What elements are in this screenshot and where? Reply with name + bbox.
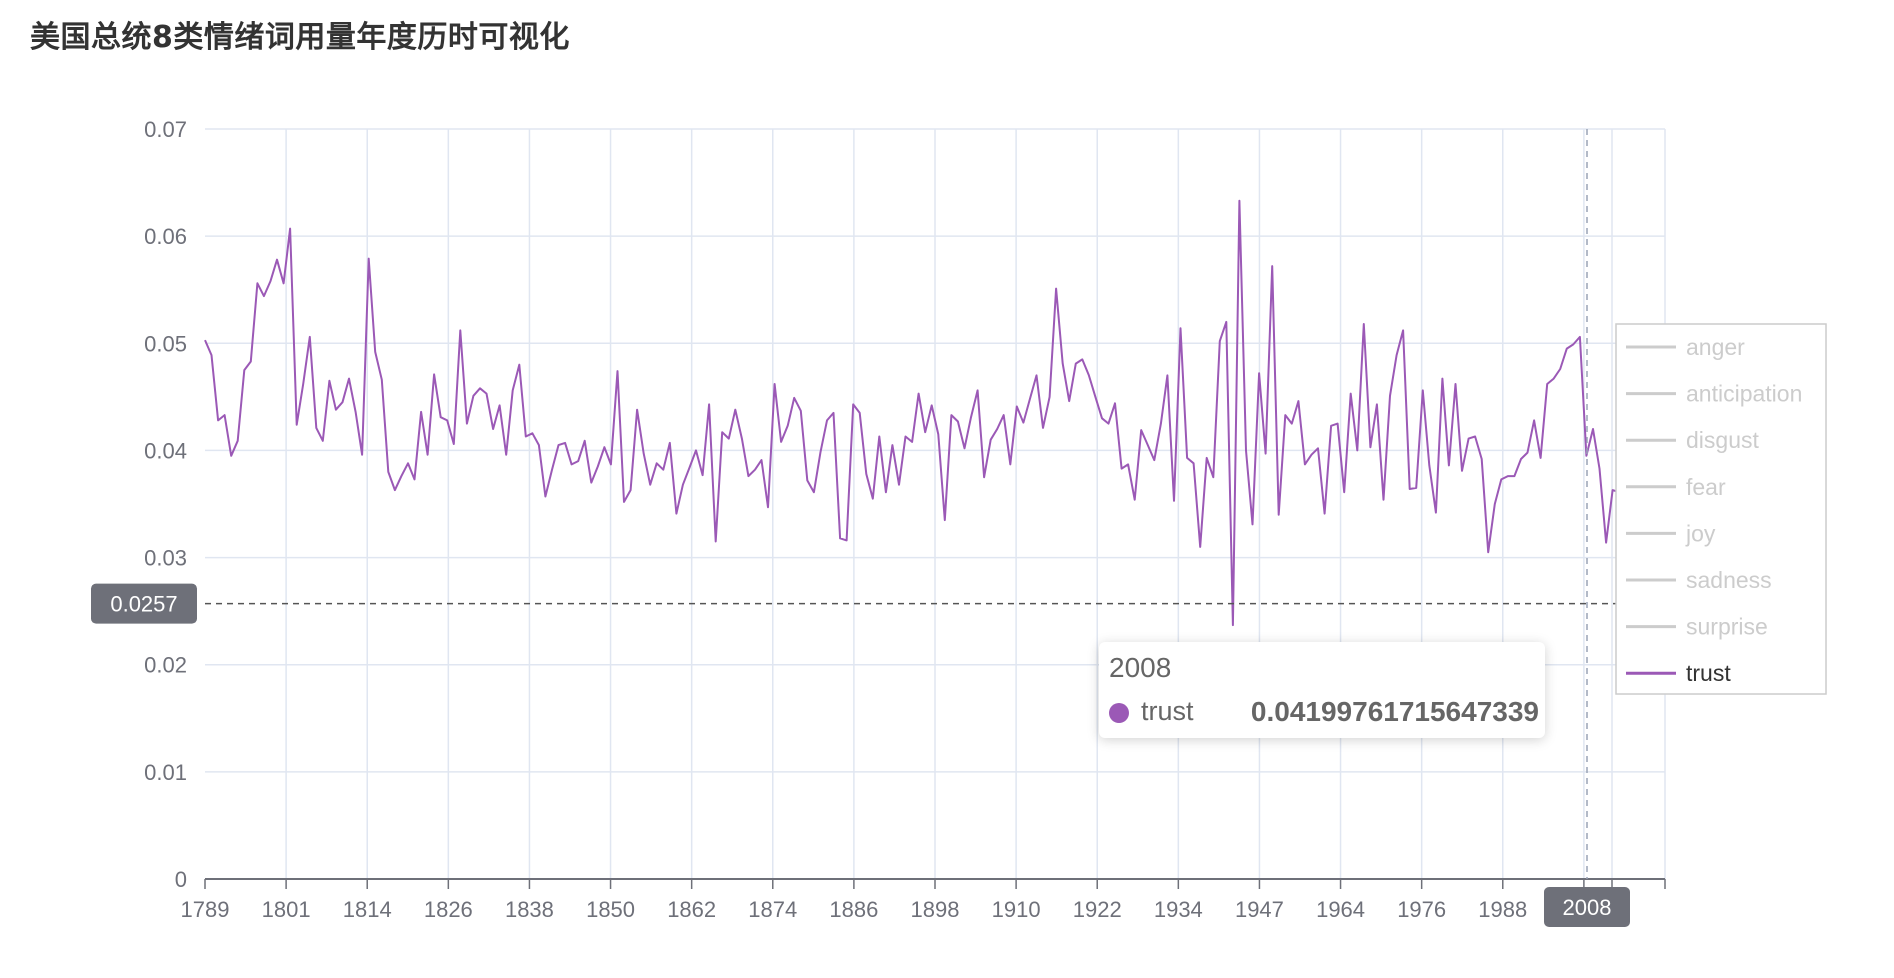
chart-title: 美国总统8类情绪词用量年度历时可视化: [30, 20, 570, 55]
x-tick-label: 1898: [911, 897, 960, 922]
legend-item-joy[interactable]: joy: [1626, 520, 1716, 546]
y-tick-label: 0.05: [144, 331, 187, 356]
x-tick-label: 1850: [586, 897, 635, 922]
y-tick-label: 0.02: [144, 653, 187, 678]
x-tick-label: 1964: [1316, 897, 1365, 922]
legend-label: surprise: [1686, 614, 1768, 640]
tooltip-series-name: trust: [1141, 696, 1194, 726]
series-layer[interactable]: [204, 199, 1666, 627]
x-pointer-label: 2008: [1563, 895, 1612, 920]
y-tick-label: 0: [175, 867, 187, 892]
legend-label: anger: [1686, 334, 1745, 360]
y-tick-label: 0.04: [144, 438, 187, 463]
y-tick-label: 0.06: [144, 224, 187, 249]
series-color-dot: [1109, 703, 1129, 723]
y-tick-label: 0.07: [144, 117, 187, 142]
x-tick-label: 1801: [262, 897, 311, 922]
legend-item-anticipation[interactable]: anticipation: [1626, 381, 1802, 407]
legend-item-sadness[interactable]: sadness: [1626, 567, 1772, 593]
x-tick-label: 1886: [829, 897, 878, 922]
x-tick-label: 1838: [505, 897, 554, 922]
x-tick-label: 1874: [748, 897, 797, 922]
x-tick-label: 1910: [992, 897, 1041, 922]
axis-pointer: 0.0257 2008: [91, 129, 1665, 927]
legend-box: [1615, 323, 1827, 695]
tooltip-title: 2008: [1109, 652, 1172, 683]
x-tick-label: 1988: [1478, 897, 1527, 922]
x-tick-label: 1789: [181, 897, 230, 922]
x-tick-label: 1826: [424, 897, 473, 922]
x-tick-label: 1934: [1154, 897, 1203, 922]
legend-label: disgust: [1686, 427, 1759, 453]
y-tick-label: 0.03: [144, 546, 187, 571]
legend-item-fear[interactable]: fear: [1626, 474, 1726, 500]
x-tick-label: 1922: [1073, 897, 1122, 922]
legend-item-anger[interactable]: anger: [1626, 334, 1745, 360]
x-tick-label: 1976: [1397, 897, 1446, 922]
legend-label: anticipation: [1686, 381, 1802, 407]
tooltip: 2008 trust 0.04199761715647339: [1099, 642, 1545, 738]
legend-label: joy: [1685, 520, 1716, 546]
legend-label: trust: [1686, 660, 1731, 686]
y-pointer-label: 0.0257: [110, 592, 177, 617]
tooltip-row: trust 0.04199761715647339: [1109, 694, 1539, 730]
x-pointer-label-bg: [1544, 887, 1630, 927]
legend-label: fear: [1686, 474, 1726, 500]
legend[interactable]: anger anticipation disgust fear joy sadness su…: [1615, 323, 1827, 695]
x-tick-label: 1862: [667, 897, 716, 922]
series-line-trust[interactable]: [204, 199, 1666, 627]
legend-label: sadness: [1686, 567, 1772, 593]
y-tick-label: 0.01: [144, 760, 187, 785]
x-tick-label: 1814: [343, 897, 392, 922]
legend-item-trust[interactable]: trust: [1626, 660, 1731, 686]
legend-item-surprise[interactable]: surprise: [1626, 614, 1768, 640]
grid-lines: [205, 128, 1666, 879]
x-tick-label: 1947: [1235, 897, 1284, 922]
y-pointer-label-bg: [91, 583, 197, 624]
axes: 0 0.01 0.02 0.03 0.04 0.05 0.06 0.07 1789 1801 181…: [144, 117, 1666, 922]
legend-item-disgust[interactable]: disgust: [1626, 427, 1759, 453]
tooltip-value: 0.04199761715647339: [1250, 696, 1539, 727]
